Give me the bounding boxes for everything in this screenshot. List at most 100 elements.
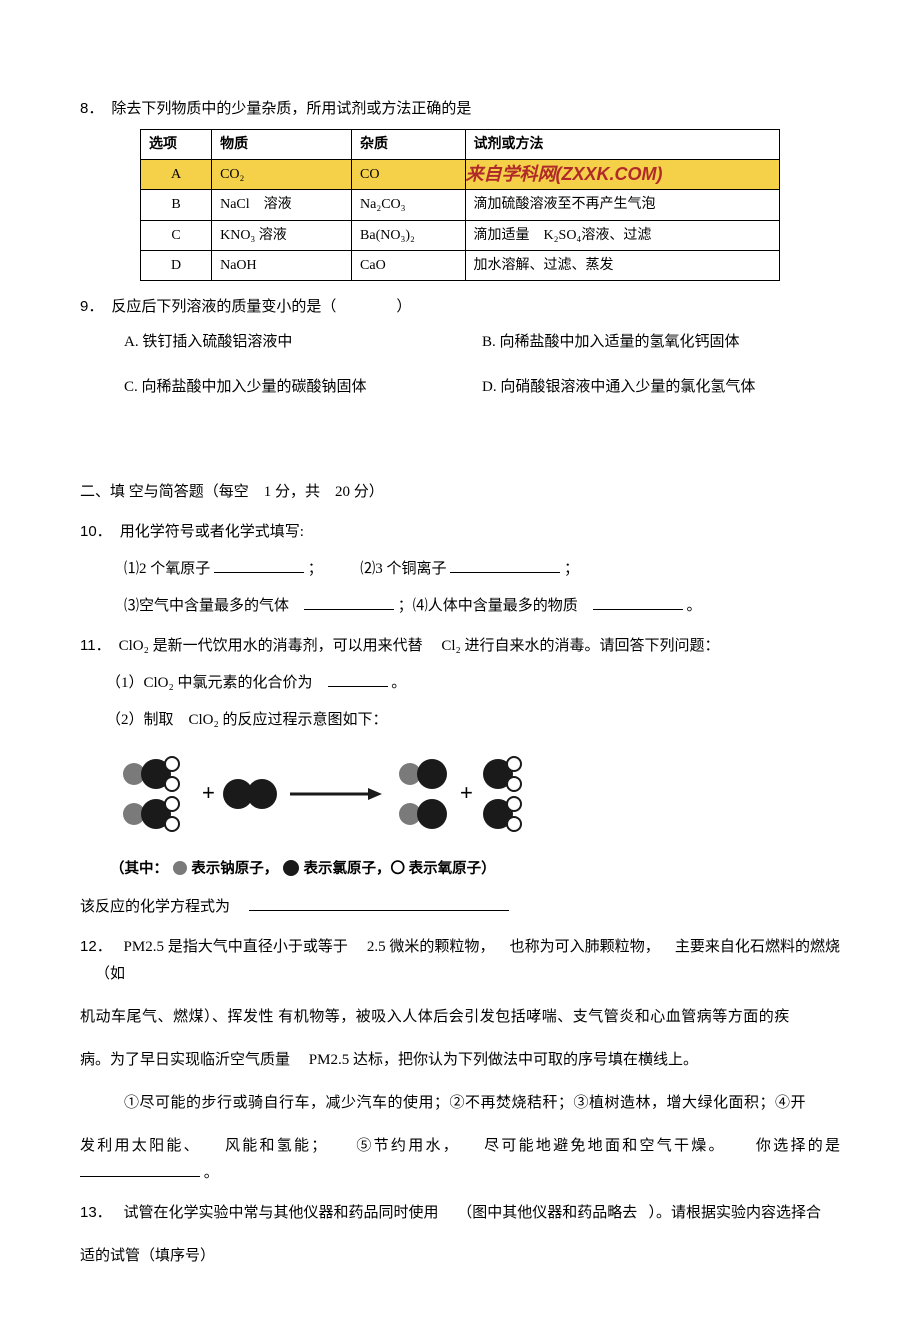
impurity-table: 选项 物质 杂质 试剂或方法 A CO₂ CO 来自学科网(ZXXK.COM) … — [140, 129, 780, 281]
cell-method: 滴加适量 K₂SO₄溶液、过滤 — [465, 220, 779, 250]
q11-text-b: Cl₂ 进行自来水的消毒。请回答下列问题： — [441, 638, 719, 654]
q10-number: 10． — [80, 518, 112, 545]
blank — [450, 556, 560, 573]
q12-l5f: 。 — [204, 1165, 219, 1181]
cell-method: 加水溶解、过滤、蒸发 — [465, 250, 779, 280]
q13-l1a: 试管在化学实验中常与其他仪器和药品同时使用 — [123, 1205, 438, 1221]
q10-p2-tail: ； — [564, 561, 579, 577]
q12-l3b: PM2.5 达标，把你认为下列做法中可取的序号填在横线上。 — [309, 1052, 698, 1068]
q12-l1a: PM2.5 是指大气中直径小于或等于 — [124, 939, 348, 955]
cell-opt: D — [141, 250, 212, 280]
th-impurity: 杂质 — [352, 130, 466, 160]
q9-option-b: B. 向稀盐酸中加入适量的氢氧化钙固体 — [482, 329, 840, 356]
plus-icon: + — [460, 780, 473, 805]
q11-text-a: ClO₂ 是新一代饮用水的消毒剂，可以用来代替 — [119, 638, 423, 654]
q12-l5c: ⑤节约用水， — [356, 1138, 460, 1154]
blank — [249, 895, 509, 912]
q10-p3-tail: 。 — [687, 598, 702, 614]
q13-l1b: （图中其他仪器和药品略去 — [457, 1205, 637, 1221]
q12-l5e: 你选择的是 — [756, 1138, 840, 1154]
cell-sub: NaOH — [212, 250, 352, 280]
blank — [214, 556, 304, 573]
q11-eq-label: 该反应的化学方程式为 — [80, 899, 230, 915]
cell-imp: Na₂CO₃ — [352, 190, 466, 220]
q12-l1b: 2.5 微米的颗粒物， — [367, 939, 495, 955]
blank — [328, 670, 388, 687]
question-10: 10． 用化学符号或者化学式填写: ⑴2 个氧原子 ； ⑵3 个铜离子 ； ⑶空… — [80, 518, 840, 620]
molecule-nacl — [399, 799, 447, 829]
q9-option-d: D. 向硝酸银溶液中通入少量的氯化氢气体 — [482, 374, 840, 401]
cell-sub: NaCl 溶液 — [212, 190, 352, 220]
th-option: 选项 — [141, 130, 212, 160]
molecule-nacl — [399, 759, 447, 789]
legend-b: 表示钠原子， — [191, 861, 278, 877]
question-12: 12． PM2.5 是指大气中直径小于或等于 2.5 微米的颗粒物， 也称为可入… — [80, 933, 840, 1187]
cell-imp: CaO — [352, 250, 466, 280]
table-header-row: 选项 物质 杂质 试剂或方法 — [141, 130, 780, 160]
cell-opt: A — [141, 160, 212, 190]
cell-opt: C — [141, 220, 212, 250]
q12-l1d: 主要来自化石燃料的燃烧 — [675, 939, 840, 955]
molecule-naclo2 — [123, 757, 179, 791]
q12-l1c: 也称为可入肺颗粒物， — [510, 939, 660, 955]
blank — [593, 593, 683, 610]
q10-p2-label: ⑵3 个铜离子 — [360, 561, 446, 577]
q9-option-a: A. 铁钉插入硫酸铝溶液中 — [124, 329, 482, 356]
molecule-cl2 — [223, 779, 277, 809]
section-2-title: 二、填 空与简答题（每空 1 分，共 20 分） — [80, 479, 840, 506]
arrow-head-icon — [368, 788, 382, 800]
question-11: 11． ClO₂ 是新一代饮用水的消毒剂，可以用来代替 Cl₂ 进行自来水的消毒… — [80, 632, 840, 921]
q11-text: ClO₂ 是新一代饮用水的消毒剂，可以用来代替 Cl₂ 进行自来水的消毒。请回答… — [119, 633, 840, 660]
q13-number: 13． — [80, 1204, 112, 1221]
q12-line4: ①尽可能的步行或骑自行车，减少汽车的使用；②不再焚烧秸秆；③植树造林，增大绿化面… — [124, 1090, 840, 1117]
q12-l5d: 尽可能地避免地面和空气干燥。 — [484, 1138, 726, 1154]
cell-method: 来自学科网(ZXXK.COM) — [465, 160, 779, 190]
q10-p3-label: ⑶空气中含量最多的气体 — [124, 598, 289, 614]
q11-equation: 该反应的化学方程式为 — [80, 894, 840, 921]
q13-line2: 适的试管（填序号） — [80, 1243, 840, 1270]
legend-a: （其中： — [110, 861, 168, 877]
q12-l5a: 发利用太阳能、 — [80, 1138, 201, 1154]
plus-icon: + — [202, 780, 215, 805]
cell-sub: CO₂ — [212, 160, 352, 190]
cell-opt: B — [141, 190, 212, 220]
q10-text: 用化学符号或者化学式填写: — [120, 519, 840, 546]
q12-l1e: （如 — [95, 966, 125, 982]
molecule-clo2 — [483, 757, 521, 791]
q13-l1c: ）。请根据实验内容选择合 — [648, 1205, 821, 1221]
question-8: 8． 除去下列物质中的少量杂质，所用试剂或方法正确的是 选项 物质 杂质 试剂或… — [80, 95, 840, 281]
blank — [80, 1161, 200, 1178]
q10-line2: ⑶空气中含量最多的气体 ；⑷人体中含量最多的物质 。 — [124, 593, 840, 620]
cell-imp: CO — [352, 160, 466, 190]
q9-options: A. 铁钉插入硫酸铝溶液中 C. 向稀盐酸中加入少量的碳酸钠固体 B. 向稀盐酸… — [124, 329, 840, 419]
table-row: A CO₂ CO 来自学科网(ZXXK.COM) — [141, 160, 780, 190]
legend-c: 表示氯原子，〇 表示氧原子） — [304, 861, 496, 877]
molecule-clo2 — [483, 797, 521, 831]
q10-p1-label: ⑴2 个氧原子 — [124, 561, 210, 577]
q12-number: 12． — [80, 938, 112, 955]
q12-l3a: 病。为了早日实现临沂空气质量 — [80, 1052, 290, 1068]
th-substance: 物质 — [212, 130, 352, 160]
q11-s1-tail: 。 — [391, 675, 406, 691]
watermark-text: 来自学科网(ZXXK.COM) — [466, 158, 663, 190]
diagram-legend: （其中： 表示钠原子， 表示氯原子，〇 表示氧原子） — [110, 856, 840, 882]
q10-p1-tail: ； — [308, 561, 323, 577]
cell-method: 滴加硫酸溶液至不再产生气泡 — [465, 190, 779, 220]
q9-number: 9． — [80, 293, 103, 320]
th-method: 试剂或方法 — [465, 130, 779, 160]
q9-option-c: C. 向稀盐酸中加入少量的碳酸钠固体 — [124, 374, 482, 401]
table-row: D NaOH CaO 加水溶解、过滤、蒸发 — [141, 250, 780, 280]
cell-sub: KNO₃ 溶液 — [212, 220, 352, 250]
molecule-naclo2 — [123, 797, 179, 831]
q11-number: 11． — [80, 632, 111, 659]
question-9: 9． 反应后下列溶液的质量变小的是（ ） A. 铁钉插入硫酸铝溶液中 C. 向稀… — [80, 293, 840, 419]
q11-sub1: （1）ClO₂ 中氯元素的化合价为 。 — [106, 670, 840, 697]
table-row: B NaCl 溶液 Na₂CO₃ 滴加硫酸溶液至不再产生气泡 — [141, 190, 780, 220]
q10-p3-mid: ；⑷人体中含量最多的物质 — [398, 598, 578, 614]
reaction-diagram: + + — [110, 748, 840, 850]
q12-line2: 机动车尾气、燃煤）、挥发性 有机物等，被吸入人体后会引发包括哮喘、支气管炎和心血… — [80, 1004, 840, 1031]
q9-text: 反应后下列溶液的质量变小的是（ ） — [111, 294, 840, 321]
q8-text: 除去下列物质中的少量杂质，所用试剂或方法正确的是 — [111, 96, 840, 123]
cell-imp: Ba(NO₃)₂ — [352, 220, 466, 250]
table-row: C KNO₃ 溶液 Ba(NO₃)₂ 滴加适量 K₂SO₄溶液、过滤 — [141, 220, 780, 250]
